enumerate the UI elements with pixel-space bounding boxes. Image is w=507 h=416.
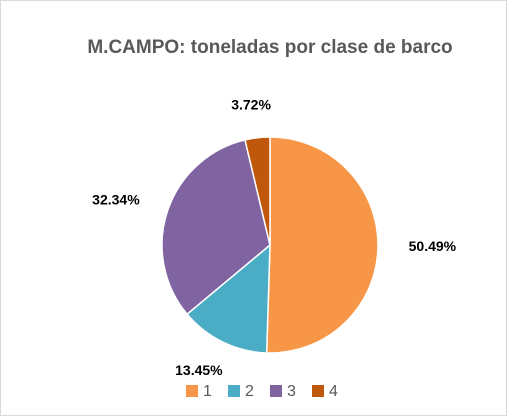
pie-slice (265, 136, 379, 354)
legend-swatch (186, 385, 198, 397)
legend-swatch (228, 385, 240, 397)
pie-slice (244, 136, 271, 246)
chart-title: M.CAMPO: toneladas por clase de barco (87, 37, 452, 58)
legend-label: 2 (245, 383, 254, 400)
data-label: 13.45% (175, 362, 223, 378)
pie-slice (161, 139, 271, 316)
legend-label: 4 (329, 383, 338, 400)
data-label: 32.34% (92, 191, 140, 207)
legend-swatch (312, 385, 324, 397)
legend-swatch (270, 385, 282, 397)
data-label: 50.49% (409, 238, 457, 254)
legend-label: 3 (287, 383, 296, 400)
legend-label: 1 (203, 383, 212, 400)
data-label: 3.72% (231, 96, 271, 112)
pie-slice (185, 243, 271, 354)
